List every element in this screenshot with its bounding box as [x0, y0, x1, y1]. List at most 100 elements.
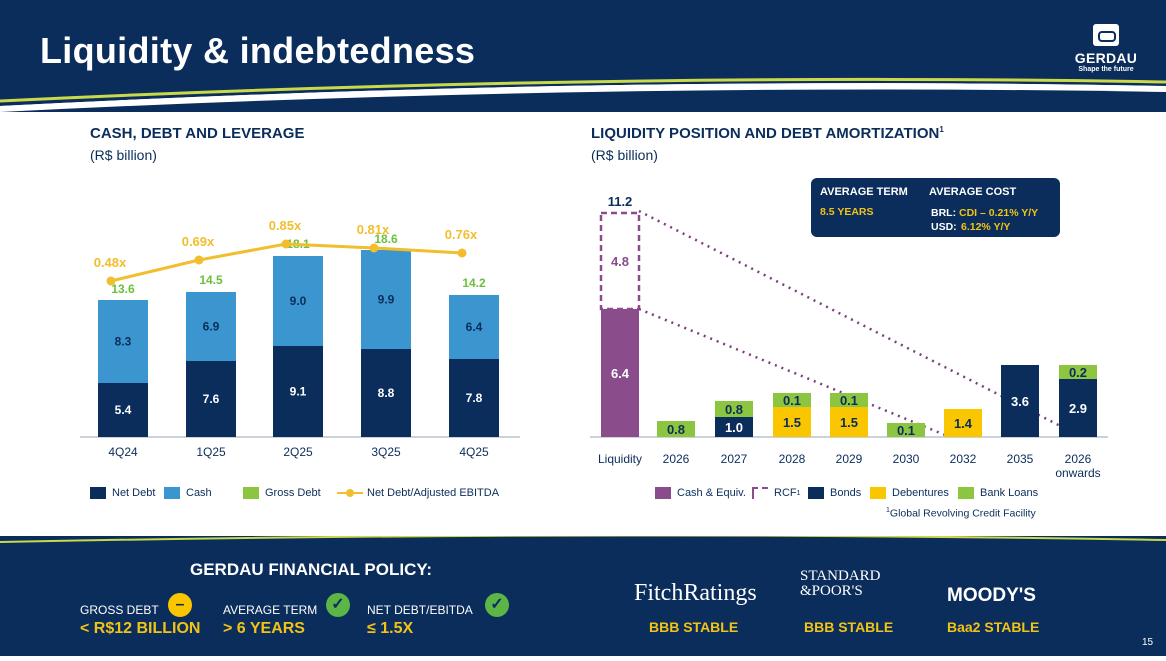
footnote-text: Global Revolving Credit Facility: [889, 507, 1036, 520]
label-cash: 9.0: [290, 294, 307, 308]
legend-swatch-cash: [164, 487, 180, 499]
legend-cash-equiv: Cash & Equiv.: [655, 487, 746, 499]
ratio-label: 0.76x: [445, 227, 478, 242]
label-rcf: 4.8: [611, 254, 629, 269]
legend-label-cash: Cash: [186, 487, 212, 499]
average-term-cost-box: AVERAGE TERM 8.5 YEARS AVERAGE COST BRL:…: [811, 178, 1060, 237]
rcf-footnote: 1Global Revolving Credit Facility: [886, 507, 1036, 520]
legend-bonds: Bonds: [808, 487, 861, 499]
bar-bank-loans: [1059, 365, 1097, 379]
header-band: [0, 0, 1166, 112]
footnote-sup: 1: [886, 507, 890, 514]
label-liquidity-total: 11.2: [608, 194, 633, 209]
avg-term-value: 8.5 YEARS: [820, 206, 874, 218]
legend-label-cash-equiv: Cash & Equiv.: [677, 487, 746, 499]
bar-bank-loans: [830, 393, 868, 407]
bar-net-debt: [98, 383, 148, 437]
legend-rcf: RCF 1: [752, 487, 801, 499]
legend-gross-debt: Gross Debt: [243, 487, 321, 499]
label-cash: 8.3: [115, 335, 132, 349]
label-gross-debt: 18.6: [374, 232, 398, 246]
logo-name: GERDAU: [1074, 50, 1138, 66]
legend-swatch-bonds: [808, 487, 824, 499]
x-tick-label: 4Q24: [108, 445, 138, 459]
legend-label-bonds: Bonds: [830, 487, 862, 499]
label-bank-loans: 0.8: [667, 422, 685, 437]
legend-label-ratio: Net Debt/Adjusted EBITDA: [367, 487, 500, 499]
legend-swatch-bank-loans: [958, 487, 974, 499]
policy-average-term-value: > 6 YEARS: [223, 620, 305, 637]
x-tick-label: onwards: [1055, 466, 1100, 480]
label-bank-loans: 0.1: [783, 393, 801, 408]
legend-rcf-sup: 1: [796, 489, 801, 497]
ratio-label: 0.81x: [357, 222, 390, 237]
page-title: Liquidity & indebtedness: [40, 30, 476, 71]
x-tick-label: 2027: [721, 452, 748, 466]
legend-net-debt: Net Debt: [90, 487, 155, 499]
ratio-label: 0.48x: [94, 255, 127, 270]
ratio-point: [281, 239, 291, 249]
bar-cash: [186, 292, 236, 361]
moodys-logo: MOODY'S: [947, 585, 1036, 606]
x-tick-label: 2Q25: [283, 445, 313, 459]
x-tick-label: 2035: [1007, 452, 1034, 466]
bar-cash: [98, 300, 148, 383]
ratio-label: 0.69x: [182, 234, 215, 249]
label-bank-loans: 0.2: [1069, 365, 1087, 380]
x-tick-label: 2032: [950, 452, 977, 466]
avg-term-label: AVERAGE TERM: [820, 186, 908, 198]
logo-tagline: Shape the future: [1078, 66, 1134, 73]
minus-icon: –: [168, 593, 192, 617]
bar-cash: [449, 295, 499, 359]
x-tick-label: 2026: [1065, 452, 1092, 466]
label-bonds: 2.9: [1069, 401, 1087, 416]
check-icon: ✓: [485, 593, 509, 617]
policy-net-debt-ebitda-label: NET DEBT/EBITDA: [367, 603, 473, 617]
fitch-rating: BBB STABLE: [649, 619, 739, 635]
label-net-debt: 7.6: [203, 392, 220, 406]
label-debentures: 1.4: [954, 416, 973, 431]
right-chart-title: LIQUIDITY POSITION AND DEBT AMORTIZATION…: [591, 125, 944, 142]
label-bonds: 3.6: [1011, 394, 1029, 409]
label-cash: 9.9: [378, 293, 395, 307]
policy-net-debt-ebitda-value: ≤ 1.5X: [367, 620, 414, 637]
legend-label-net-debt: Net Debt: [112, 487, 156, 499]
ratio-point: [457, 248, 467, 258]
label-net-debt: 7.8: [466, 391, 483, 405]
label-bonds: 1.0: [725, 420, 743, 435]
label-cash: 6.9: [203, 320, 220, 334]
left-chart-title: CASH, DEBT AND LEVERAGE: [90, 125, 305, 142]
label-gross-debt: 14.5: [199, 273, 223, 287]
bar-bank-loans: [887, 423, 925, 437]
legend-swatch-net-debt: [90, 487, 106, 499]
x-tick-label: 1Q25: [196, 445, 226, 459]
sp-logo: STANDARD &POOR'S: [800, 569, 880, 599]
gerdau-logo: GERDAU Shape the future: [1070, 24, 1142, 94]
check-icon: ✓: [326, 593, 350, 617]
bar-bonds: [1001, 365, 1039, 437]
x-tick-label: Liquidity: [598, 452, 642, 466]
sp-logo-line1: STANDARD: [800, 568, 881, 584]
ratio-point: [194, 255, 204, 265]
trend-line-upper: [638, 209, 1079, 437]
legend-debentures: Debentures: [870, 487, 949, 499]
label-cash-equiv: 6.4: [611, 366, 630, 381]
legend-bank-loans: Bank Loans: [958, 487, 1038, 499]
avg-cost-usd-prefix: USD:: [931, 221, 957, 233]
legend-cash: Cash: [164, 487, 212, 499]
bar-debentures: [773, 407, 811, 437]
right-chart-subtitle: (R$ billion): [591, 147, 658, 163]
x-tick-label: 2029: [836, 452, 863, 466]
label-net-debt: 8.8: [378, 386, 395, 400]
legend-swatch-debentures: [870, 487, 886, 499]
footer-band: [0, 534, 1166, 656]
x-tick-label: 2030: [893, 452, 920, 466]
legend-label-rcf: RCF: [774, 487, 797, 499]
bar-bank-loans: [657, 421, 695, 437]
header-background: [0, 0, 1166, 112]
avg-cost-label: AVERAGE COST: [929, 186, 1017, 198]
bar-rcf: [599, 211, 641, 311]
ratio-point: [369, 243, 379, 253]
label-gross-debt: 13.6: [111, 282, 135, 296]
bar-debentures: [830, 407, 868, 437]
